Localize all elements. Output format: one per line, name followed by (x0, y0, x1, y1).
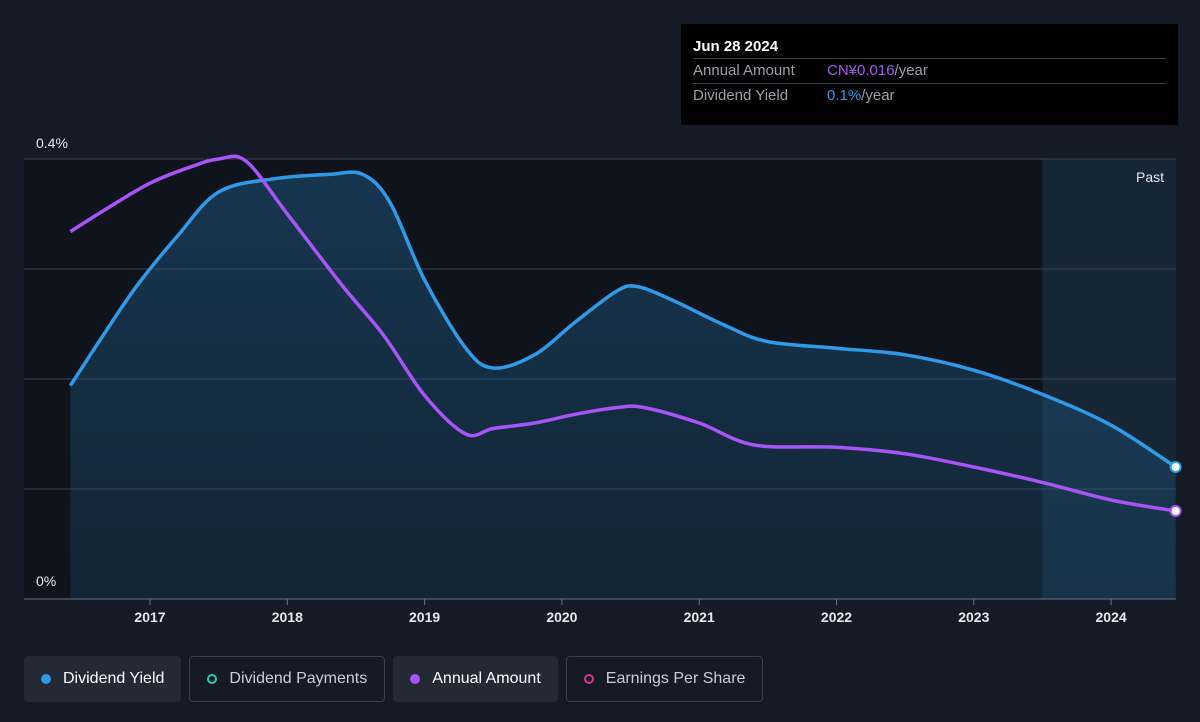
legend-label: Dividend Payments (229, 670, 368, 687)
legend-dividend-payments[interactable]: Dividend Payments (189, 656, 386, 702)
legend-label: Earnings Per Share (605, 670, 746, 687)
y-tick-label-bottom: 0% (36, 573, 56, 589)
dividend-yield-dot-icon (41, 674, 51, 684)
tooltip-date: Jun 28 2024 (693, 38, 779, 55)
dividend-payments-ring-icon (207, 674, 218, 684)
legend-label: Annual Amount (432, 670, 541, 687)
legend-earnings-per-share[interactable]: Earnings Per Share (565, 656, 764, 702)
y-tick-label-top: 0.4% (36, 135, 68, 151)
legend-dividend-yield[interactable]: Dividend Yield (24, 656, 182, 702)
past-label: Past (1136, 169, 1164, 185)
x-tick-label: 2018 (272, 609, 303, 625)
tooltip-label: Annual Amount (693, 62, 795, 79)
tooltip-value: 0.1% (827, 87, 862, 104)
annual-amount-line (69, 154, 1176, 513)
legend-label: Dividend Yield (63, 670, 165, 687)
annual-amount-dot-icon (410, 674, 421, 684)
tooltip-row-dividend-yield: Dividend Yield 0.1% /year (693, 83, 1166, 108)
tooltip-value: CN¥0.016 (827, 62, 895, 79)
x-tick-label: 2019 (409, 609, 440, 625)
legend-annual-amount[interactable]: Annual Amount (393, 656, 558, 702)
x-tick-label: 2021 (684, 609, 715, 625)
legend: Dividend Yield Dividend Payments Annual … (24, 656, 764, 702)
earnings-per-share-ring-icon (583, 674, 594, 684)
tooltip-unit: /year (861, 87, 895, 104)
x-tick-label: 2017 (134, 609, 165, 625)
x-tick-label: 2020 (546, 609, 577, 625)
dividend-yield-line (68, 170, 1177, 469)
tooltip: Jun 28 2024 Annual Amount CN¥0.016 /year… (681, 24, 1178, 125)
x-axis-ticks: 2017 2018 2019 2020 2021 2022 2023 2024 (134, 599, 1127, 625)
x-tick-label: 2023 (958, 609, 989, 625)
annual-amount-end-marker (1169, 505, 1182, 517)
dividend-yield-end-marker (1169, 461, 1182, 473)
x-tick-label: 2022 (821, 609, 852, 625)
x-tick-label: 2024 (1096, 609, 1127, 625)
tooltip-row-annual-amount: Annual Amount CN¥0.016 /year (693, 58, 1166, 83)
dividend-yield-area (70, 172, 1176, 599)
tooltip-unit: /year (894, 62, 928, 79)
tooltip-label: Dividend Yield (693, 87, 789, 104)
